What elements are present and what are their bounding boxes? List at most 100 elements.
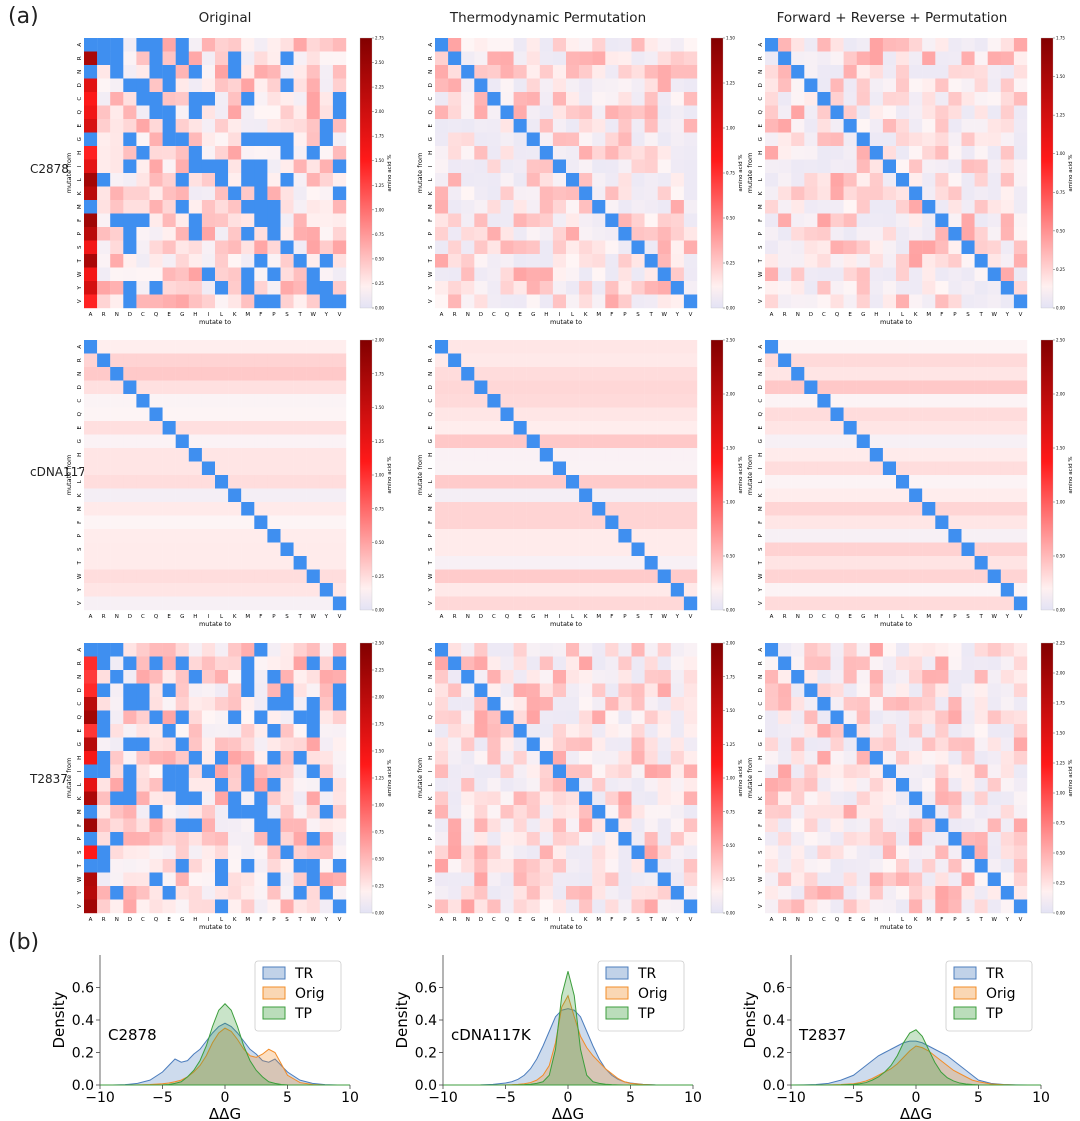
heatmap-cell [644,173,658,187]
heatmap-cell [539,461,554,476]
colorbar-tick-label: 1.75 [1056,701,1065,706]
y-tick-label: L [758,479,764,483]
heatmap-cell [526,461,540,476]
heatmap-cell [670,475,685,489]
heatmap-cell [869,65,884,79]
y-tick-label: R [758,56,764,60]
heatmap-cell [461,764,475,779]
y-tick-label: I [77,165,83,167]
heatmap-cell [513,805,527,819]
heatmap-cell [882,51,897,66]
heatmap-cell [765,697,779,711]
heatmap-cell [188,132,203,147]
heatmap-cell [280,200,294,214]
heatmap-cell [280,670,294,684]
heatmap-cell [500,254,514,268]
heatmap-cell [552,254,567,268]
heatmap-cell [267,213,281,228]
heatmap-cell [657,340,671,354]
heatmap-cell [791,832,805,846]
heatmap-cell [136,805,150,819]
heatmap-cell [332,340,347,354]
heatmap-cell [97,751,111,765]
heatmap-cell [332,367,347,381]
heatmap-cell [254,670,268,684]
heatmap-cell [896,724,910,738]
heatmap-cell [566,515,580,530]
heatmap-cell [461,267,475,282]
heatmap-cell [448,92,462,106]
heatmap-cell [974,132,988,147]
heatmap-cell [843,186,857,201]
heatmap-cell [644,683,658,698]
heatmap-cell [188,764,203,779]
heatmap-cell [657,105,671,120]
heatmap-cell [657,213,671,228]
heatmap-cell [461,791,475,806]
y-tick-label: P [428,231,434,235]
heatmap-cell [215,697,229,711]
heatmap-cell [644,556,658,570]
heatmap-cell [830,529,844,543]
heatmap-cell [882,656,897,671]
heatmap-cell [435,737,449,752]
heatmap-cell [566,461,580,476]
heatmap-cell [487,132,501,147]
colorbar [1040,339,1054,611]
heatmap-cell [526,380,540,395]
heatmap-cell [280,832,294,846]
heatmap-cell [961,407,975,422]
heatmap-cell [110,448,124,462]
heatmap-cell [791,38,805,52]
heatmap-cell [448,502,462,516]
colorbar-tick-label: 1.25 [375,183,384,188]
heatmap-cell [539,421,554,435]
heatmap-cell [474,353,488,368]
heatmap-cell [670,791,685,806]
heatmap-cell [618,724,632,738]
heatmap-cell [175,488,189,503]
heatmap-cell [683,832,698,846]
heatmap-cell [110,119,124,133]
heatmap-cell [254,394,268,408]
heatmap-cell [228,227,242,241]
x-tick-label: V [689,917,693,923]
heatmap-cell [188,805,203,819]
heatmap-cell [97,38,111,52]
density-area-tr [790,1040,1041,1086]
heatmap-cell [552,778,567,792]
heatmap-cell [123,737,137,752]
heatmap-cell [136,737,150,752]
heatmap-cell [175,515,189,530]
heatmap-cell [526,529,540,543]
heatmap-cell [280,556,294,570]
heatmap-cell [435,159,449,174]
heatmap-cell [228,872,242,887]
heatmap-C2878-0: AARRNNDDCCQQEEGGHHIILLKKMMFFPPSSTTWWYYVV… [65,36,393,327]
heatmap-cell [149,697,163,711]
x-tick-label: S [966,614,970,620]
heatmap-cell [435,710,449,725]
y-tick-label: Q [428,109,434,114]
heatmap-cell [149,267,163,282]
heatmap-cell [201,434,216,449]
heatmap-cell [526,724,540,738]
heatmap-cell [513,281,527,295]
heatmap-cell [149,65,163,79]
heatmap-C2878-2: AARRNNDDCCQQEEGGHHIILLKKMMFFPPSSTTWWYYVV… [746,36,1074,327]
heatmap-cell [869,475,884,489]
heatmap-cell [592,186,606,201]
heatmap-cell [974,832,988,846]
heatmap-cell [254,872,268,887]
x-tick-label: D [479,312,483,318]
heatmap-cell [539,670,554,684]
heatmap-cell [448,132,462,147]
heatmap-cell [592,502,606,516]
heatmap-cell [605,805,619,819]
heatmap-cell [319,764,334,779]
heatmap-cell [487,502,501,516]
heatmap-cell [332,569,347,584]
heatmap-cell [1000,488,1015,503]
heatmap-cell [215,353,229,368]
heatmap-cell [566,859,580,873]
